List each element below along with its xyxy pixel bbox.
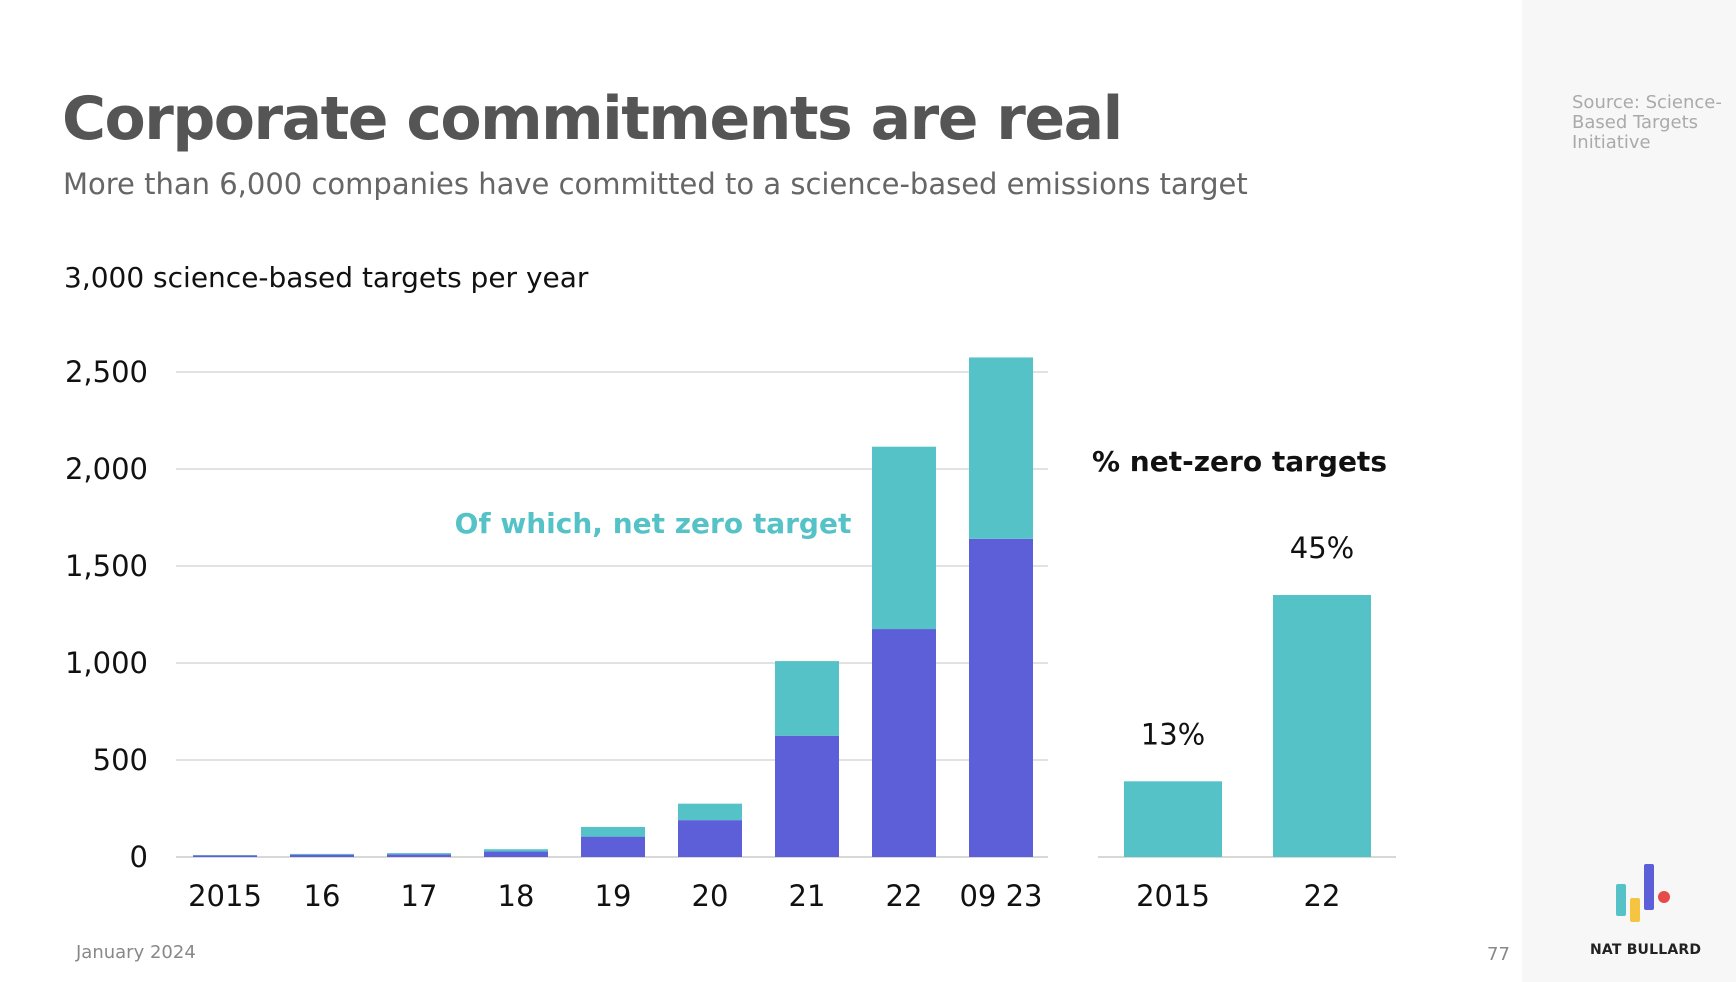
bar-segment-base [581, 836, 645, 857]
net-zero-share-title: % net-zero targets [1092, 445, 1387, 478]
x-tick-label: 19 [595, 879, 632, 913]
x-tick-label: 09 23 [959, 879, 1042, 913]
bar-segment-base [775, 735, 839, 857]
bar-segment-base [290, 854, 354, 857]
logo-bar [1630, 898, 1640, 922]
bar-segment-net-zero [775, 661, 839, 736]
x-tick-label: 2015 [188, 879, 262, 913]
net-zero-share-bar [1273, 595, 1371, 857]
bar-segment-net-zero [969, 357, 1033, 539]
page-number: 77 [1487, 944, 1510, 965]
slide-title: Corporate commitments are real [62, 84, 1123, 154]
chart-title: 3,000 science-based targets per year [64, 261, 589, 294]
slide-subtitle: More than 6,000 companies have committed… [63, 167, 1248, 201]
bar-segment-net-zero [678, 803, 742, 821]
data-label: 13% [1141, 717, 1205, 751]
bar-segment-base [969, 538, 1033, 857]
y-tick-label: 2,000 [65, 452, 148, 486]
bar-segment-net-zero [581, 826, 645, 837]
y-tick-label: 1,000 [65, 646, 148, 680]
bar-segment-net-zero [387, 853, 451, 855]
x-tick-label: 22 [1304, 879, 1341, 913]
y-tick-label: 1,500 [65, 549, 148, 583]
x-tick-label: 2015 [1136, 879, 1210, 913]
logo [1616, 864, 1670, 922]
bar-segment-base [387, 854, 451, 857]
x-tick-label: 21 [789, 879, 826, 913]
x-tick-label: 20 [692, 879, 729, 913]
source-note: Source: Science-Based Targets Initiative [1572, 92, 1722, 153]
bar-segment-base [484, 851, 548, 857]
slide-canvas [0, 0, 1522, 982]
sidebar-panel [1522, 0, 1736, 982]
bar-segment-base [678, 820, 742, 857]
brand-name: NAT BULLARD [1590, 942, 1702, 958]
x-tick-label: 17 [401, 879, 438, 913]
bar-segment-net-zero [484, 849, 548, 852]
logo-bar [1616, 884, 1626, 916]
net-zero-share-bar [1124, 781, 1222, 857]
y-tick-label: 0 [130, 840, 148, 874]
bar-segment-net-zero [872, 446, 936, 630]
bar-segment-base [872, 629, 936, 857]
bar-segment-base [193, 855, 257, 857]
y-tick-label: 2,500 [65, 355, 148, 389]
net-zero-annotation: Of which, net zero target [455, 507, 852, 540]
logo-dot [1658, 891, 1670, 903]
x-tick-label: 16 [304, 879, 341, 913]
footer-date: January 2024 [76, 942, 196, 963]
logo-bar [1644, 864, 1654, 910]
x-tick-label: 18 [498, 879, 535, 913]
y-tick-label: 500 [93, 743, 148, 777]
data-label: 45% [1290, 531, 1354, 565]
x-tick-label: 22 [886, 879, 923, 913]
bar-segment-net-zero [290, 853, 354, 855]
